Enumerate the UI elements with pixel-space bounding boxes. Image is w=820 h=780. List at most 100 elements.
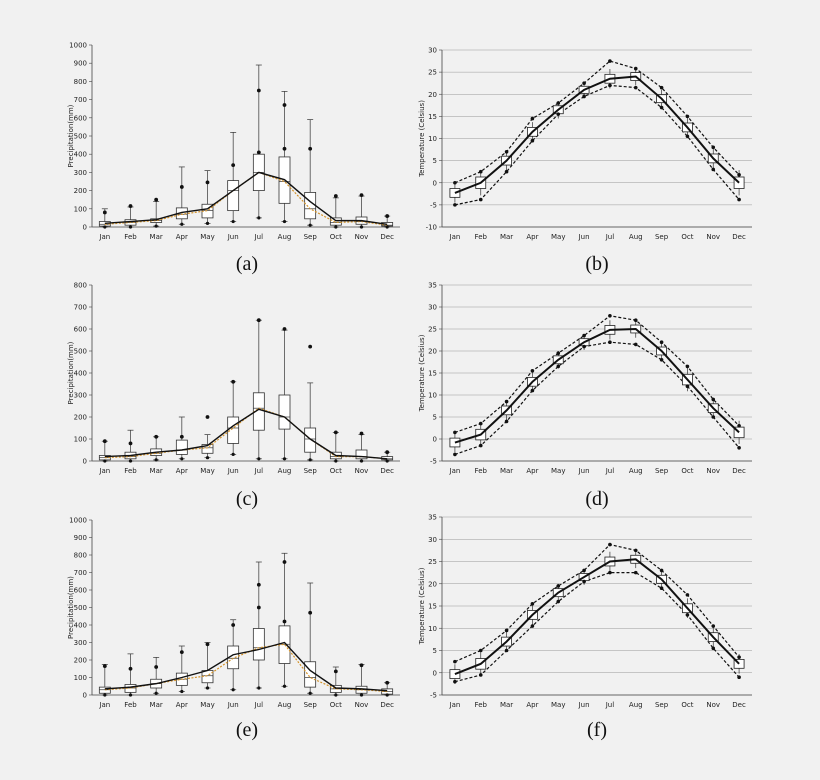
x-tick-label: May (200, 701, 214, 709)
y-tick-label: 10 (428, 392, 437, 400)
data-point (103, 225, 107, 229)
y-tick-label: 0 (83, 458, 87, 466)
data-point (556, 364, 561, 369)
data-point (504, 648, 509, 653)
y-tick-label: 800 (74, 282, 87, 290)
y-tick-label: 15 (428, 113, 437, 121)
lower-series (454, 572, 740, 683)
x-tick-label: Nov (355, 701, 369, 709)
x-tick-label: Jun (578, 233, 590, 241)
mean-series (104, 171, 388, 225)
x-tick-label: Jul (254, 467, 264, 475)
data-point (659, 105, 664, 110)
data-point (205, 456, 210, 460)
x-tick-label: Jul (605, 233, 615, 241)
data-point (659, 568, 664, 573)
y-tick-label: 200 (74, 187, 87, 195)
y-tick-label: 10 (428, 625, 437, 633)
data-point (711, 167, 716, 172)
y-tick-label: 0 (433, 436, 437, 444)
x-tick-label: Feb (124, 467, 137, 475)
y-tick-label: 10 (428, 135, 437, 143)
y-tick-label: 25 (428, 69, 437, 77)
y-tick-label: 100 (74, 674, 87, 682)
x-tick-label: Jul (605, 467, 615, 475)
panel-caption: (d) (585, 488, 608, 510)
x-tick-label: Nov (706, 233, 720, 241)
y-tick-label: 300 (74, 169, 87, 177)
box (278, 394, 291, 430)
y-tick-label: 5 (433, 647, 437, 655)
data-point (359, 431, 364, 436)
y-tick-label: 200 (74, 414, 87, 422)
x-tick-label: Jun (227, 467, 239, 475)
data-point (333, 669, 338, 674)
data-point (282, 619, 287, 624)
x-tick-label: Sep (304, 701, 318, 709)
y-tick-label: 0 (83, 224, 87, 232)
data-point (205, 415, 210, 419)
data-point (154, 665, 159, 669)
data-point (711, 415, 716, 419)
data-point (308, 146, 313, 151)
data-point (256, 88, 261, 93)
y-tick-label: 30 (428, 536, 437, 544)
data-point (308, 458, 312, 462)
y-tick-label: 500 (74, 133, 87, 141)
y-tick-label: -10 (426, 224, 437, 232)
x-tick-label: Oct (681, 701, 693, 709)
x-tick-label: Nov (706, 467, 720, 475)
x-tick-label: Jun (578, 701, 590, 709)
y-tick-label: 20 (428, 91, 437, 99)
data-point (582, 568, 586, 573)
data-point (385, 680, 390, 685)
data-point (530, 624, 535, 628)
x-tick-label: Jul (254, 701, 264, 709)
data-point (282, 146, 287, 151)
data-point (711, 624, 716, 628)
data-point (308, 610, 313, 615)
data-point (737, 675, 741, 679)
y-tick-label: 600 (74, 114, 87, 122)
y-tick-label: 20 (428, 348, 437, 356)
x-tick-label: Oct (330, 233, 342, 241)
x-tick-label: Jun (227, 233, 239, 241)
data-point (582, 94, 586, 99)
data-point (659, 340, 664, 345)
x-tick-label: Jul (605, 701, 615, 709)
data-point (205, 686, 210, 690)
x-tick-label: Aug (278, 233, 292, 241)
data-point (737, 655, 741, 659)
lower-series (454, 84, 740, 206)
data-point (685, 114, 690, 119)
data-point (257, 216, 261, 220)
x-tick-label: Feb (475, 701, 488, 709)
data-point (659, 85, 664, 90)
x-tick-label: Jul (254, 233, 264, 241)
median-series (104, 407, 388, 460)
y-tick-label: 700 (74, 96, 87, 104)
data-point (282, 103, 287, 107)
data-point (453, 679, 457, 684)
x-tick-label: Jan (98, 233, 110, 241)
data-point (256, 318, 261, 323)
data-point (282, 684, 287, 688)
y-axis-label: Precipitation(mm) (67, 104, 75, 167)
y-tick-label: 500 (74, 604, 87, 612)
data-point (556, 351, 561, 356)
x-tick-label: Oct (681, 233, 693, 241)
y-tick-label: 300 (74, 639, 87, 647)
data-point (582, 81, 586, 85)
panel-caption: (c) (236, 488, 258, 510)
y-tick-label: 800 (74, 78, 87, 86)
y-tick-label: 200 (74, 657, 87, 665)
data-point (737, 446, 741, 450)
data-point (504, 169, 509, 174)
mean-series (104, 641, 388, 692)
data-point (385, 225, 389, 229)
data-point (685, 364, 690, 369)
data-point (633, 66, 638, 71)
x-tick-label: Jun (578, 467, 590, 475)
y-axis-label: Precipitation(mm) (67, 576, 75, 639)
lower-series (454, 341, 740, 455)
